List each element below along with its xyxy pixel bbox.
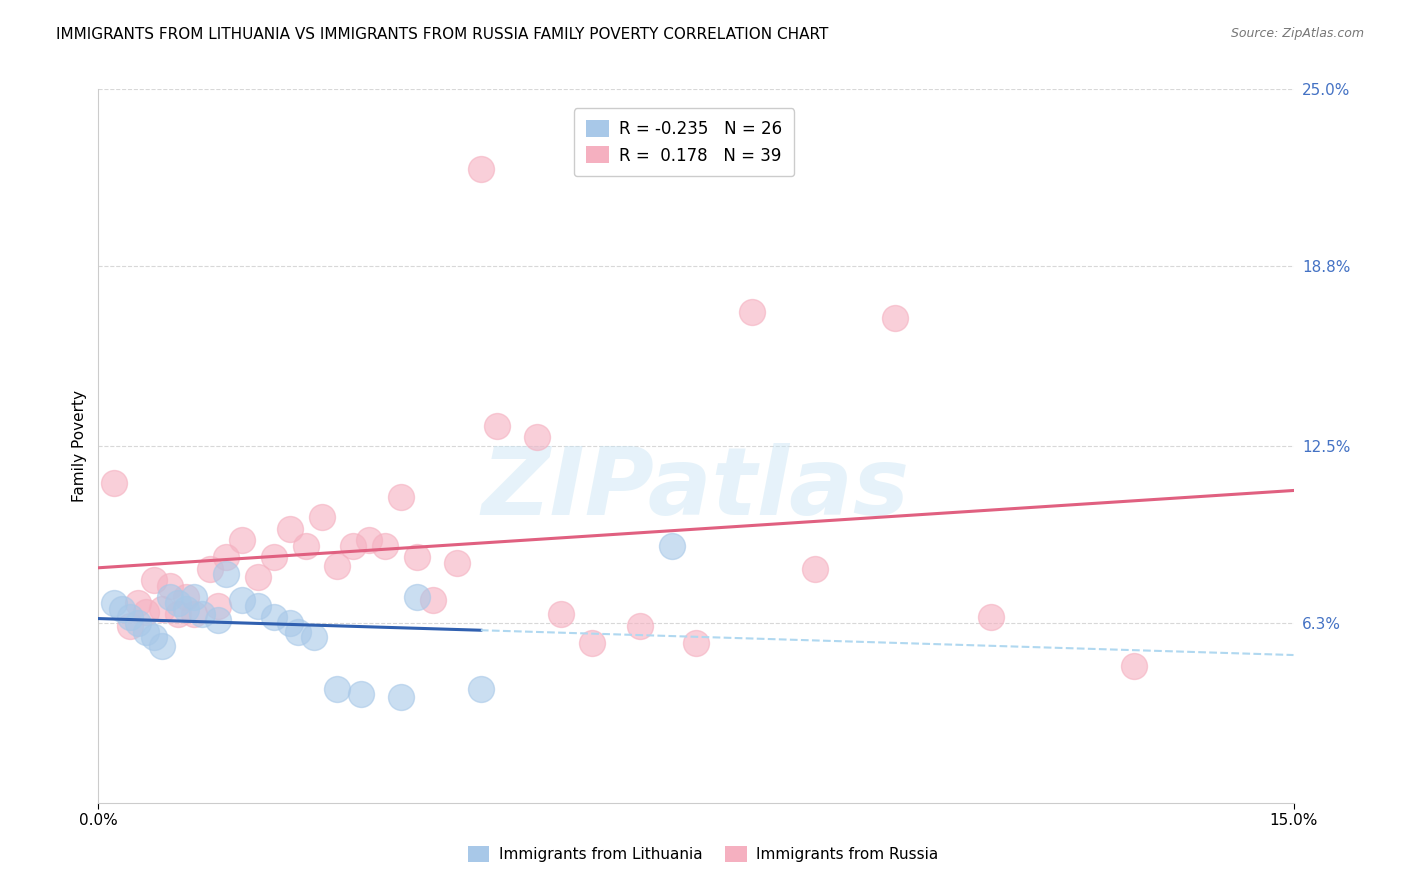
Point — [215, 550, 238, 565]
Point — [143, 573, 166, 587]
Point — [406, 591, 429, 605]
Point — [661, 539, 683, 553]
Point — [207, 599, 229, 613]
Point — [980, 610, 1002, 624]
Point — [470, 162, 492, 177]
Point — [191, 607, 214, 622]
Point — [207, 613, 229, 627]
Point — [167, 596, 190, 610]
Point — [1123, 658, 1146, 673]
Point — [342, 539, 364, 553]
Point — [263, 610, 285, 624]
Point — [183, 607, 205, 622]
Point — [143, 630, 166, 644]
Point — [103, 596, 125, 610]
Point — [359, 533, 381, 548]
Point — [215, 567, 238, 582]
Point — [326, 558, 349, 573]
Point — [485, 419, 508, 434]
Point — [278, 615, 301, 630]
Point — [150, 601, 173, 615]
Point — [422, 593, 444, 607]
Point — [741, 305, 763, 319]
Point — [550, 607, 572, 622]
Point — [628, 619, 651, 633]
Point — [581, 636, 603, 650]
Point — [246, 599, 269, 613]
Text: IMMIGRANTS FROM LITHUANIA VS IMMIGRANTS FROM RUSSIA FAMILY POVERTY CORRELATION C: IMMIGRANTS FROM LITHUANIA VS IMMIGRANTS … — [56, 27, 828, 42]
Point — [120, 619, 142, 633]
Point — [685, 636, 707, 650]
Point — [263, 550, 285, 565]
Point — [326, 681, 349, 696]
Point — [159, 579, 181, 593]
Point — [231, 533, 253, 548]
Point — [526, 430, 548, 444]
Text: ZIPatlas: ZIPatlas — [482, 442, 910, 535]
Point — [302, 630, 325, 644]
Point — [804, 562, 827, 576]
Text: Source: ZipAtlas.com: Source: ZipAtlas.com — [1230, 27, 1364, 40]
Point — [183, 591, 205, 605]
Point — [174, 601, 197, 615]
Point — [406, 550, 429, 565]
Point — [231, 593, 253, 607]
Point — [470, 681, 492, 696]
Point — [135, 605, 157, 619]
Point — [389, 690, 412, 705]
Point — [884, 310, 907, 325]
Legend: Immigrants from Lithuania, Immigrants from Russia: Immigrants from Lithuania, Immigrants fr… — [463, 840, 943, 868]
Point — [446, 556, 468, 570]
Point — [135, 624, 157, 639]
Point — [278, 522, 301, 536]
Legend: R = -0.235   N = 26, R =  0.178   N = 39: R = -0.235 N = 26, R = 0.178 N = 39 — [574, 108, 794, 177]
Point — [120, 610, 142, 624]
Point — [374, 539, 396, 553]
Point — [350, 687, 373, 701]
Point — [127, 615, 149, 630]
Point — [174, 591, 197, 605]
Point — [246, 570, 269, 584]
Point — [294, 539, 316, 553]
Point — [111, 601, 134, 615]
Point — [287, 624, 309, 639]
Point — [103, 476, 125, 491]
Point — [127, 596, 149, 610]
Point — [311, 510, 333, 524]
Y-axis label: Family Poverty: Family Poverty — [72, 390, 87, 502]
Point — [198, 562, 221, 576]
Point — [150, 639, 173, 653]
Point — [389, 491, 412, 505]
Point — [159, 591, 181, 605]
Point — [167, 607, 190, 622]
